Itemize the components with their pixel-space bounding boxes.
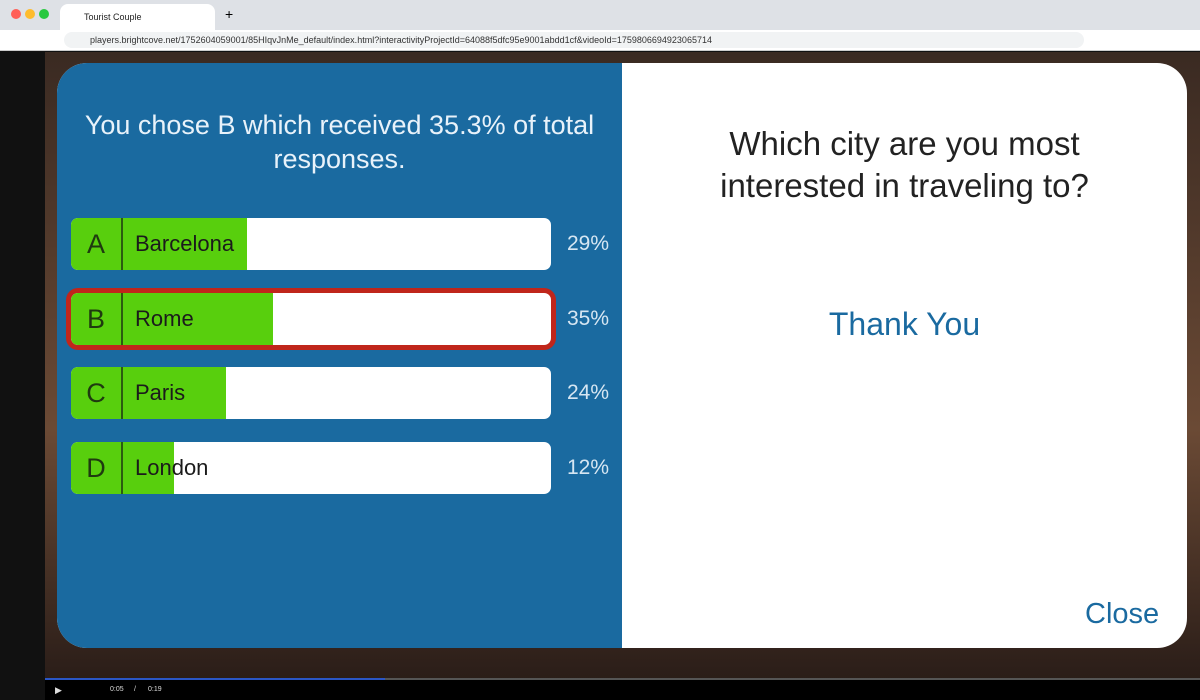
option-bar: D London (71, 441, 551, 494)
time-separator: / (134, 686, 136, 693)
close-button[interactable]: Close (1085, 598, 1160, 630)
option-percent: 24% (567, 381, 610, 404)
option-bar: A Barcelona (71, 218, 551, 270)
tab[interactable]: Tourist Couple (60, 4, 215, 30)
option-label: Barcelona (135, 231, 235, 256)
poll-modal: You chose B which received 35.3% of tota… (57, 63, 1187, 648)
thank-you: Thank You (828, 306, 981, 342)
option-bar: C Paris (71, 367, 551, 419)
option-fill (123, 441, 175, 494)
option-label: London (135, 454, 209, 480)
option-percent: 35% (567, 306, 610, 330)
tab-bar: Tourist Couple + (0, 0, 1200, 30)
option-fill (123, 367, 226, 419)
option-fill (123, 218, 248, 270)
progress-bar[interactable] (45, 678, 1200, 680)
option-percent: 12% (567, 455, 610, 479)
result-text: You chose B which received 35.3% of tota… (84, 110, 595, 174)
option-bar: B Rome (71, 292, 551, 345)
play-button[interactable]: ▶ (55, 685, 62, 695)
option-letter: B (71, 292, 123, 345)
url[interactable]: players.brightcove.net/1752604059001/85H… (64, 32, 1084, 48)
new-tab[interactable]: + (225, 6, 234, 22)
poll-option: C Paris 24% (71, 367, 609, 419)
option-letter: A (71, 218, 123, 270)
option-label: Paris (135, 380, 186, 405)
poll-option: B Rome 35% (71, 292, 609, 345)
duration: 0:19 (148, 686, 162, 693)
player-controls: ▶ 0:05 / 0:19 (45, 680, 1200, 700)
option-percent: 29% (567, 232, 610, 255)
current-time: 0:05 (110, 686, 124, 693)
results-panel: You chose B which received 35.3% of tota… (57, 63, 622, 648)
question: Which city are you most interested in tr… (720, 125, 1089, 204)
option-label: Rome (135, 305, 194, 331)
poll-option: D London 12% (71, 441, 609, 494)
window-controls[interactable] (10, 8, 50, 20)
option-fill (123, 292, 273, 345)
poll-option: A Barcelona 29% (71, 218, 609, 270)
option-letter: D (71, 441, 123, 494)
option-letter: C (71, 367, 123, 419)
